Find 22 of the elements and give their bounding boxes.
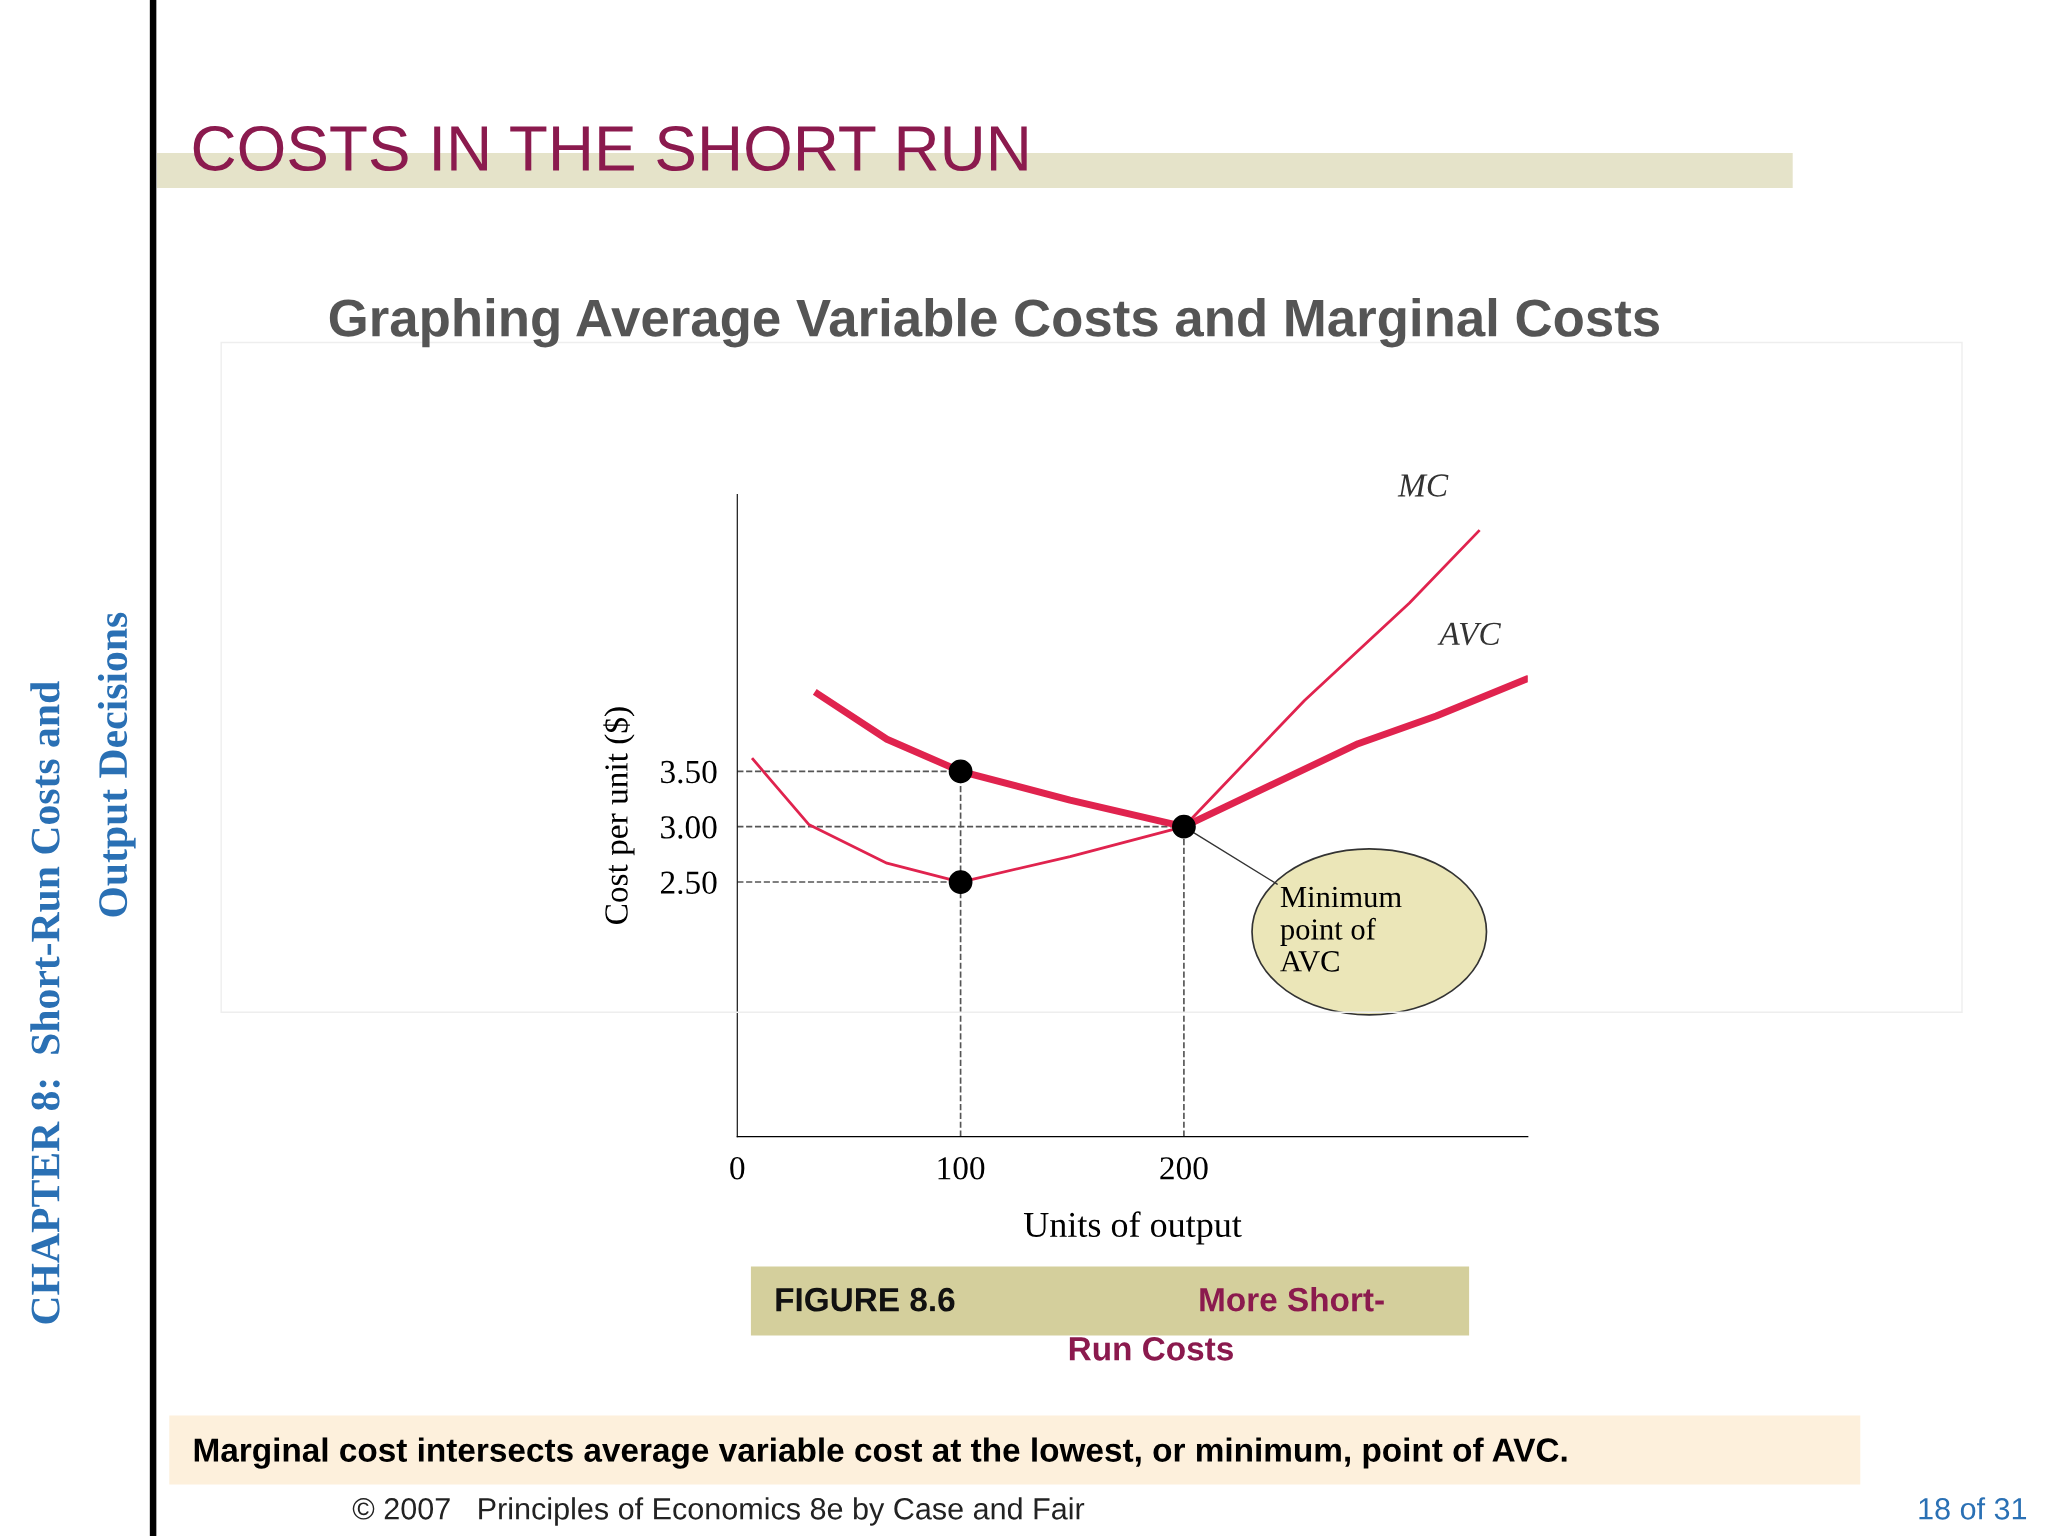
chart-subtitle: Graphing Average Variable Costs and Marginal Costs [329, 297, 1659, 348]
y-tick-label: 3.50 [661, 760, 717, 784]
point [948, 870, 973, 894]
point [1172, 814, 1196, 839]
annotation: Minimum point of AVC [1280, 886, 1402, 972]
series-label: AVC [1437, 622, 1501, 646]
caption: FIGURE 8.6 [776, 1287, 955, 1312]
text: 18 of 31 [1919, 1497, 2027, 1520]
point [948, 759, 973, 784]
text: More Short-Run Costs [1069, 1286, 1384, 1361]
text: Marginal cost intersects average variable cost at the lowest, or minimum, point of AVC. [194, 1437, 1567, 1469]
y-tick-label: 2.50 [660, 871, 717, 895]
y-tick-label: 3.00 [661, 816, 717, 839]
text: © 2007 Principles of Economics 8e by Case and Fair [352, 1497, 1085, 1526]
series-label: MC [1397, 474, 1449, 497]
text: CHAPTER 8: Short-Run Costs and Output Decisions [30, 612, 136, 1324]
x-axis-title: Units of output [1023, 1211, 1242, 1245]
chart-title: COSTS IN THE SHORT RUN [193, 125, 1027, 172]
x-tick-label: 200 [1160, 1157, 1208, 1180]
x-tick-label: 100 [938, 1157, 985, 1180]
x-tick-label: 0 [730, 1157, 745, 1180]
y-axis-title: Cost per unit ($) [603, 707, 635, 924]
